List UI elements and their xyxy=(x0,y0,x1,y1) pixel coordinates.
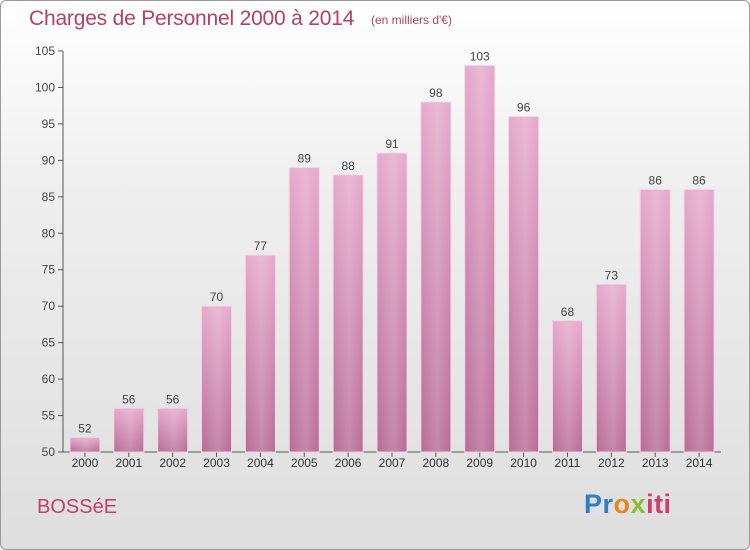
x-tick-label-2008: 2008 xyxy=(423,456,450,470)
bar-shine xyxy=(158,409,187,451)
logo-part-4: iti xyxy=(646,489,672,519)
y-tick-label: 75 xyxy=(42,263,56,277)
x-tick-label-2002: 2002 xyxy=(159,456,186,470)
bar-shine xyxy=(421,103,450,451)
bar-shine xyxy=(641,190,670,451)
data-labels-group: 52 56 56 70 77 89 88 91 98 103 96 68 73 86 86 xyxy=(78,50,706,436)
y-tick-label: 65 xyxy=(42,336,56,350)
x-tick-label-2005: 2005 xyxy=(291,456,318,470)
y-tick-label: 55 xyxy=(42,409,56,423)
y-tick-label: 105 xyxy=(35,44,55,58)
x-tick-label-2003: 2003 xyxy=(203,456,230,470)
y-tick-label: 90 xyxy=(42,153,56,167)
data-label-2013: 86 xyxy=(649,174,663,188)
chart-title: Charges de Personnel 2000 à 2014 xyxy=(29,7,355,30)
data-label-2009: 103 xyxy=(470,50,490,64)
y-tick-label: 85 xyxy=(42,190,56,204)
bar-shine xyxy=(334,175,363,452)
y-tick-label: 50 xyxy=(42,445,56,459)
data-label-2004: 77 xyxy=(254,239,268,253)
bars-group xyxy=(69,65,715,453)
x-tick-label-2013: 2013 xyxy=(642,456,669,470)
data-label-2002: 56 xyxy=(166,392,180,406)
x-tick-label-2010: 2010 xyxy=(510,456,537,470)
bar-shine xyxy=(378,154,406,451)
x-tick-label-2014: 2014 xyxy=(686,456,713,470)
x-tick-label-2009: 2009 xyxy=(466,456,493,470)
data-label-2000: 52 xyxy=(78,421,92,435)
data-label-2005: 89 xyxy=(298,152,312,166)
bar-shine xyxy=(465,66,494,451)
data-label-2003: 70 xyxy=(210,290,224,304)
data-label-2001: 56 xyxy=(122,392,136,406)
bar-shine xyxy=(597,285,626,451)
data-label-2008: 98 xyxy=(429,86,443,100)
x-tick-label-2011: 2011 xyxy=(555,456,581,470)
y-tick-label: 95 xyxy=(42,117,56,131)
data-label-2006: 88 xyxy=(341,159,355,173)
y-tick-label: 80 xyxy=(42,226,56,240)
bar-shine xyxy=(246,256,275,451)
bar-shine xyxy=(114,409,143,451)
y-tick-label: 70 xyxy=(42,299,56,313)
data-label-2011: 68 xyxy=(561,305,575,319)
data-label-2010: 96 xyxy=(517,101,531,115)
x-tick-label-2012: 2012 xyxy=(598,456,625,470)
y-tick-label: 60 xyxy=(42,372,56,386)
bar-shine xyxy=(70,438,99,451)
bar-shine xyxy=(202,307,231,451)
x-tick-label-2007: 2007 xyxy=(379,456,406,470)
data-label-2007: 91 xyxy=(385,137,399,151)
bar-shine xyxy=(553,321,582,451)
data-label-2014: 86 xyxy=(692,174,706,188)
logo-part-1: Pr xyxy=(584,489,614,519)
x-tick-label-2006: 2006 xyxy=(335,456,362,470)
y-tick-label: 100 xyxy=(35,80,55,94)
logo-part-2: o xyxy=(613,489,631,519)
bar-shine xyxy=(509,117,538,452)
x-tick-label-2001: 2001 xyxy=(115,456,142,470)
proxiti-logo: Proxiti xyxy=(584,489,672,520)
logo-part-3: x xyxy=(630,489,647,519)
place-name: BOSSéE xyxy=(37,496,118,518)
x-tick-label-2004: 2004 xyxy=(247,456,274,470)
x-tick-label-2000: 2000 xyxy=(72,456,99,470)
bar-shine xyxy=(290,168,319,451)
data-label-2012: 73 xyxy=(605,268,619,282)
chart-subtitle: (en milliers d'€) xyxy=(371,13,452,27)
bar-shine xyxy=(685,190,714,451)
